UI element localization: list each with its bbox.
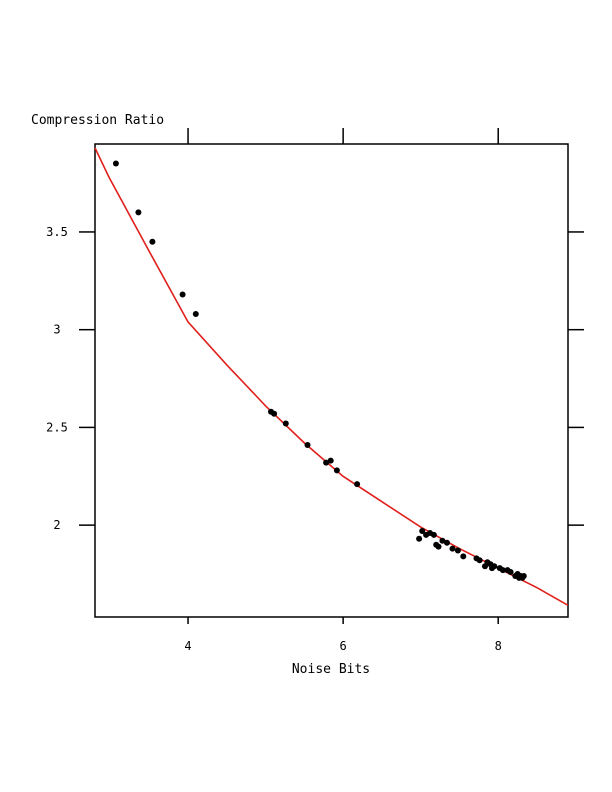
data-point bbox=[507, 569, 514, 575]
y-tick-label: 2 bbox=[53, 518, 60, 532]
x-tick-label: 8 bbox=[495, 639, 502, 653]
data-points bbox=[112, 160, 527, 581]
data-point bbox=[327, 457, 334, 464]
data-point bbox=[491, 563, 498, 570]
x-axis-label: Noise Bits bbox=[292, 662, 370, 677]
data-point bbox=[192, 311, 199, 317]
data-point bbox=[419, 528, 426, 534]
data-point bbox=[454, 547, 461, 554]
data-point bbox=[149, 238, 156, 245]
data-point bbox=[430, 531, 437, 538]
data-point bbox=[282, 420, 289, 427]
data-point bbox=[323, 459, 330, 466]
data-point bbox=[499, 567, 506, 574]
data-point bbox=[444, 539, 450, 546]
y-axis-label: Compression Ratio bbox=[31, 113, 164, 128]
y-tick-label: 2.5 bbox=[46, 420, 68, 434]
data-point bbox=[135, 209, 142, 216]
data-point bbox=[416, 535, 423, 542]
x-tick-label: 6 bbox=[340, 639, 347, 653]
fit-line bbox=[94, 147, 569, 606]
data-point bbox=[435, 543, 442, 550]
plot-frame bbox=[94, 143, 569, 618]
data-point bbox=[354, 481, 361, 488]
data-point bbox=[460, 553, 467, 560]
x-tick-label: 4 bbox=[184, 639, 191, 653]
data-point bbox=[520, 573, 527, 579]
axis-ticks bbox=[79, 128, 584, 624]
data-point bbox=[179, 291, 186, 298]
data-point bbox=[449, 545, 456, 552]
data-point bbox=[476, 557, 483, 564]
data-point bbox=[333, 467, 340, 474]
data-point bbox=[304, 442, 311, 448]
y-tick-label: 3.5 bbox=[46, 225, 68, 239]
data-point bbox=[112, 160, 119, 167]
y-tick-label: 3 bbox=[53, 323, 60, 337]
data-point bbox=[439, 537, 446, 544]
tick-labels: 4 6 8 2 2.5 3 3.5 bbox=[46, 225, 502, 653]
data-point bbox=[271, 410, 278, 417]
fit-line-group bbox=[94, 147, 569, 606]
